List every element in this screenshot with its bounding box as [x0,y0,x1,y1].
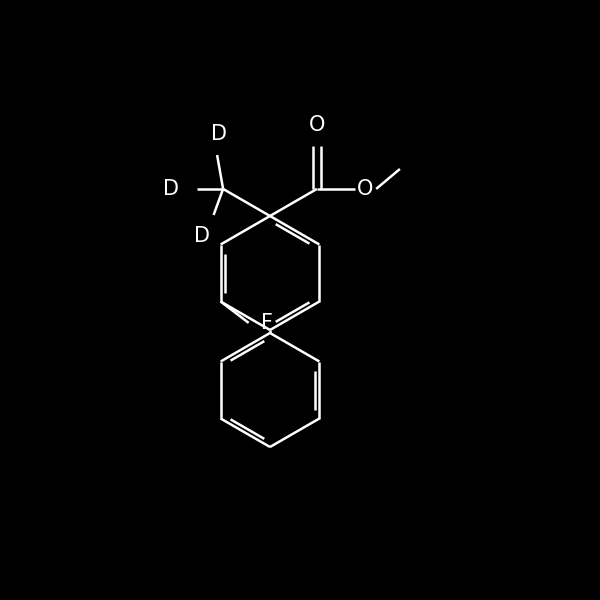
Text: D: D [194,226,209,246]
Text: O: O [357,179,374,199]
Text: O: O [309,115,325,136]
Text: D: D [211,124,227,144]
Text: F: F [260,313,272,333]
Text: D: D [163,179,179,199]
